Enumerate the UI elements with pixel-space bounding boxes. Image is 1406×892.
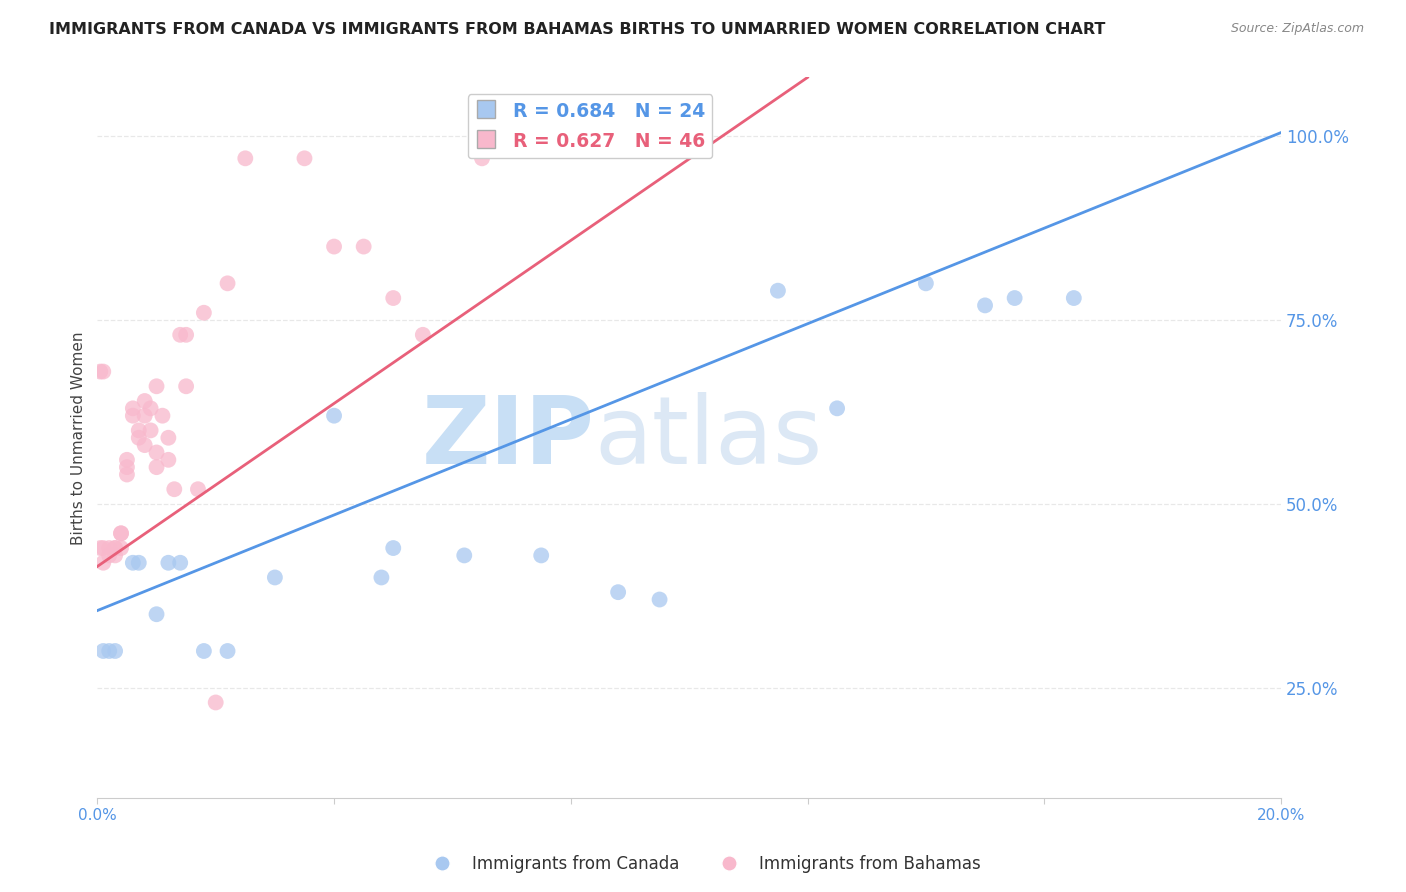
Point (766, 284, 789, 298)
Point (134, 394, 156, 409)
Point (157, 556, 180, 570)
Text: ZIP: ZIP (422, 392, 595, 483)
Point (648, 592, 671, 607)
Point (233, 151, 256, 165)
Point (323, 239, 346, 253)
Point (174, 379, 197, 393)
Point (104, 541, 127, 555)
Point (115, 452, 138, 467)
Point (323, 409, 346, 423)
Point (174, 327, 197, 342)
Point (193, 306, 215, 320)
Point (115, 467, 138, 482)
Point (145, 445, 167, 459)
Point (145, 607, 167, 622)
Point (121, 401, 143, 416)
Point (825, 401, 848, 416)
Point (110, 526, 132, 541)
Point (110, 541, 132, 555)
Point (382, 541, 405, 555)
Point (1004, 291, 1026, 305)
Point (353, 239, 375, 253)
Point (128, 424, 150, 438)
Point (187, 482, 209, 496)
Point (169, 327, 191, 342)
Point (134, 409, 156, 423)
Point (294, 151, 316, 165)
Point (128, 556, 150, 570)
Point (110, 526, 132, 541)
Y-axis label: Births to Unmarried Women: Births to Unmarried Women (72, 331, 86, 544)
Point (121, 556, 143, 570)
Point (91, 556, 114, 570)
Point (98, 644, 121, 658)
Point (104, 644, 127, 658)
Point (471, 151, 494, 165)
Point (157, 452, 180, 467)
Point (169, 556, 191, 570)
Point (217, 277, 239, 291)
Text: atlas: atlas (595, 392, 823, 483)
Point (89, 365, 111, 379)
Point (104, 541, 127, 555)
Point (193, 644, 215, 658)
Legend: R = 0.684   N = 24, R = 0.627   N = 46: R = 0.684 N = 24, R = 0.627 N = 46 (468, 94, 713, 158)
Point (139, 424, 162, 438)
Point (152, 409, 174, 423)
Point (974, 298, 997, 312)
Point (98, 549, 121, 563)
Point (412, 327, 434, 342)
Point (370, 570, 392, 584)
Point (264, 570, 287, 584)
Point (115, 460, 138, 475)
Point (91, 365, 114, 379)
Point (204, 696, 226, 710)
Text: Source: ZipAtlas.com: Source: ZipAtlas.com (1230, 22, 1364, 36)
Point (145, 379, 167, 393)
Point (217, 644, 239, 658)
Point (163, 482, 186, 496)
Point (139, 401, 162, 416)
Point (145, 460, 167, 475)
Point (915, 277, 938, 291)
Point (382, 291, 405, 305)
Point (104, 549, 127, 563)
Point (453, 549, 475, 563)
Point (89, 541, 111, 555)
Point (134, 438, 156, 452)
Legend: Immigrants from Canada, Immigrants from Bahamas: Immigrants from Canada, Immigrants from … (419, 848, 987, 880)
Point (91, 644, 114, 658)
Point (1063, 291, 1085, 305)
Point (157, 431, 180, 445)
Text: IMMIGRANTS FROM CANADA VS IMMIGRANTS FROM BAHAMAS BIRTHS TO UNMARRIED WOMEN CORR: IMMIGRANTS FROM CANADA VS IMMIGRANTS FRO… (49, 22, 1105, 37)
Point (121, 409, 143, 423)
Point (530, 549, 553, 563)
Point (98, 541, 121, 555)
Point (91, 541, 114, 555)
Point (607, 585, 630, 599)
Point (128, 431, 150, 445)
